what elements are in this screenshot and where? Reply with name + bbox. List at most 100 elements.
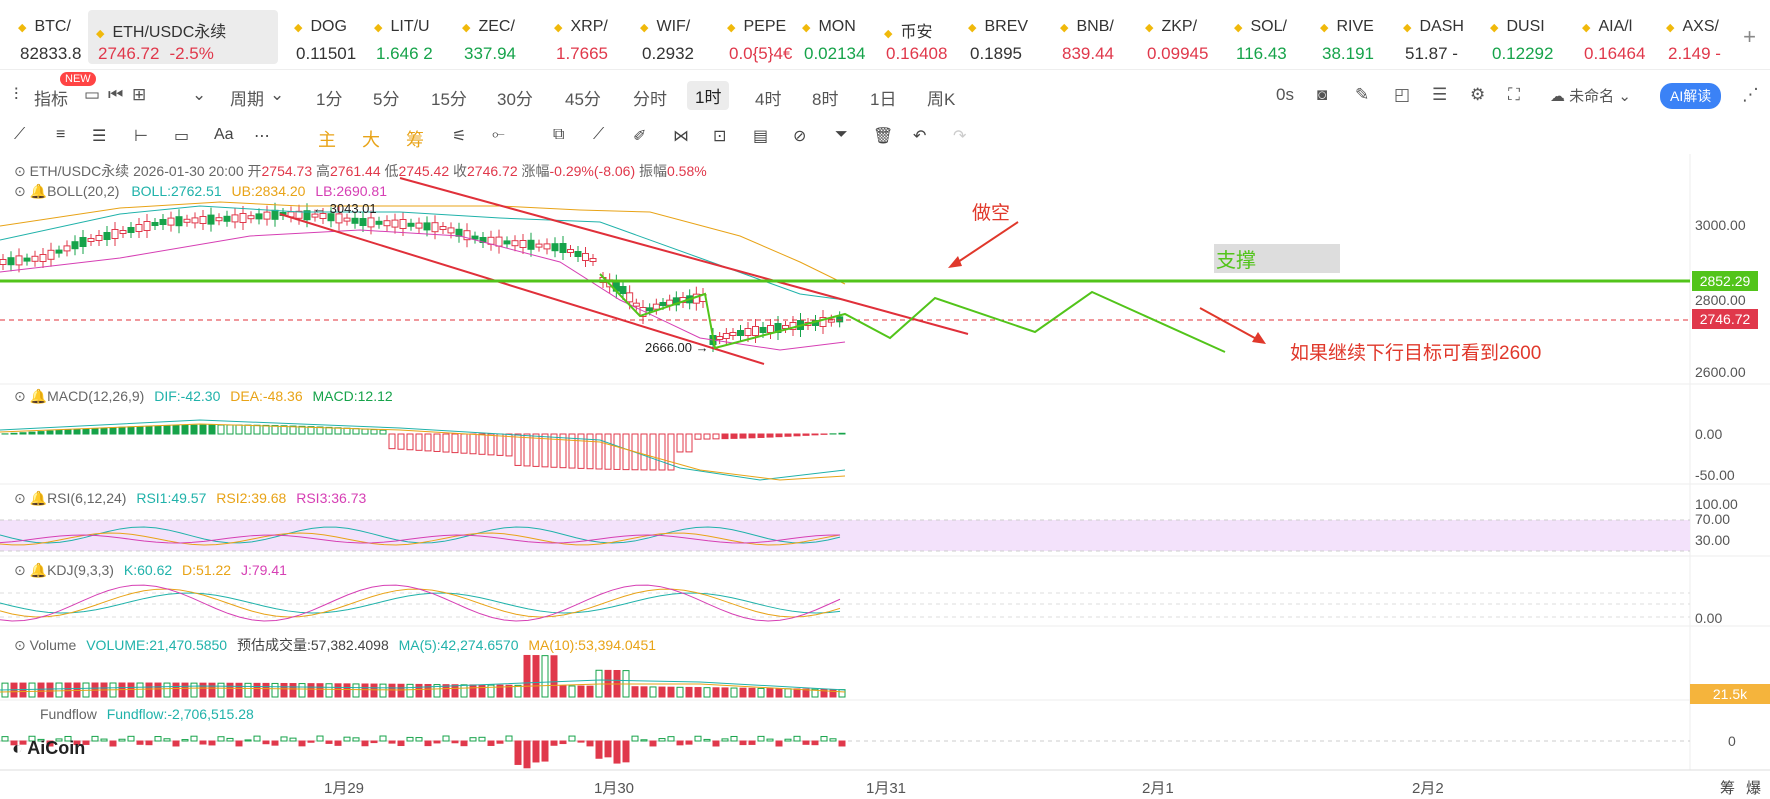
tf-1h[interactable]: 1时 bbox=[687, 81, 730, 110]
volume-bar bbox=[28, 682, 36, 698]
tf-8h[interactable]: 8时 bbox=[812, 90, 839, 109]
fullscreen-icon[interactable]: ⛶ bbox=[1508, 85, 1520, 104]
tf-15m[interactable]: 15分 bbox=[431, 90, 467, 109]
bell-icon[interactable]: 🔔 bbox=[29, 490, 48, 506]
ticker-11[interactable]: ◆ BNB/839.44 bbox=[1060, 10, 1140, 64]
ticker-7[interactable]: ◆ PEPE 0.0{5}4€ bbox=[727, 10, 797, 64]
magnet-icon[interactable]: ⋈ bbox=[673, 128, 689, 145]
ticker-13[interactable]: ◆ SOL/116.43 bbox=[1234, 10, 1314, 64]
toggle-icon[interactable]: ⊙ bbox=[14, 562, 26, 578]
candle-body bbox=[447, 227, 455, 234]
tf-4h[interactable]: 4时 bbox=[755, 90, 782, 109]
fib-icon[interactable]: ⚟ bbox=[452, 128, 467, 145]
brush-icon[interactable]: ✐ bbox=[633, 128, 647, 145]
list-icon[interactable]: ☰ bbox=[1432, 85, 1448, 104]
bell-icon[interactable]: 🔔 bbox=[29, 388, 48, 404]
edit-icon[interactable]: ▤ bbox=[753, 128, 769, 145]
tf-timeline[interactable]: 分时 bbox=[633, 90, 667, 109]
measure-icon[interactable]: ⟜ bbox=[492, 126, 505, 143]
ticker-18[interactable]: ◆ AXS/2.149 - bbox=[1666, 10, 1751, 64]
chevron-down-icon[interactable]: ⌄ bbox=[270, 85, 285, 104]
ticker-16[interactable]: ◆ DUSI 0.12292 bbox=[1490, 10, 1570, 64]
link-icon[interactable]: ⊘ bbox=[793, 128, 807, 145]
ticker-6[interactable]: ◆ WIF/0.2932 bbox=[640, 10, 720, 64]
collapse-icon[interactable]: ⏮ bbox=[108, 85, 124, 104]
compare-icon[interactable]: ⊞ bbox=[132, 85, 147, 104]
more-tools-icon[interactable]: ⋯ bbox=[254, 128, 270, 145]
ticker-4[interactable]: ◆ ZEC/337.94 bbox=[462, 10, 542, 64]
bell-icon[interactable]: 🔔 bbox=[29, 562, 48, 578]
candle-body bbox=[543, 243, 551, 250]
lock-icon[interactable]: ⊡ bbox=[713, 128, 727, 145]
binance-icon: ◆ bbox=[1234, 22, 1243, 34]
pen-icon[interactable]: ✎ bbox=[1355, 85, 1370, 104]
add-ticker-icon[interactable]: + bbox=[1743, 24, 1756, 49]
tf-1d[interactable]: 1日 bbox=[870, 90, 897, 109]
volume-bar bbox=[181, 682, 189, 698]
tf-1m[interactable]: 1分 bbox=[316, 90, 343, 109]
binance-icon: ◆ bbox=[1490, 22, 1499, 34]
share-icon[interactable]: ⋰ bbox=[1742, 85, 1759, 104]
layout-icon[interactable]: ▭ bbox=[84, 85, 101, 104]
ai-interpret-button[interactable]: AI解读 bbox=[1660, 83, 1722, 109]
binance-icon: ◆ bbox=[640, 22, 649, 34]
volume-bar bbox=[172, 682, 180, 698]
ticker-2[interactable]: ◆ DOG 0.11501 bbox=[294, 10, 364, 64]
trash-icon[interactable]: 🗑 bbox=[873, 128, 894, 145]
macd-bar bbox=[352, 428, 360, 435]
ticker-1[interactable]: ◆ ETH/USDC永续 2746.72 -2.5% bbox=[88, 10, 278, 64]
text-icon[interactable]: Aa bbox=[214, 126, 234, 143]
tf-1w[interactable]: 周K bbox=[927, 90, 956, 109]
gear-icon[interactable]: ⚙ bbox=[1470, 85, 1486, 104]
ticker-0[interactable]: ◆ BTC/82833.8 bbox=[18, 10, 88, 64]
indicator-icon[interactable]: ⫶ bbox=[14, 85, 19, 104]
camera-icon[interactable]: ◙ bbox=[1317, 85, 1328, 104]
filter-icon[interactable]: ⏷ bbox=[835, 126, 848, 143]
bell-icon[interactable]: 🔔 bbox=[29, 183, 48, 199]
ticker-14[interactable]: ◆ RIVE 38.191 bbox=[1320, 10, 1400, 64]
trendline-icon[interactable]: ⟋ bbox=[14, 126, 26, 143]
ticker-price: 0.11501 bbox=[296, 44, 356, 64]
ticker-bar: ◆ BTC/82833.8 ◆ ETH/USDC永续 2746.72 -2.5% ◆ DOG 0… bbox=[0, 0, 1770, 70]
period-button[interactable]: 周期 bbox=[230, 90, 264, 109]
high-label: 高 bbox=[316, 163, 331, 179]
ruler-icon[interactable]: ⟋ bbox=[593, 126, 605, 143]
horizontal-line-icon[interactable]: ⊢ bbox=[134, 128, 148, 145]
ticker-15[interactable]: ◆ DASH 51.87 - bbox=[1403, 10, 1483, 64]
chip-button[interactable]: 筹 bbox=[406, 130, 424, 150]
undo-icon[interactable]: ↶ bbox=[913, 128, 927, 145]
toggle-icon[interactable]: ⊙ bbox=[14, 388, 26, 404]
parallel-lines-icon[interactable]: ≡ bbox=[56, 126, 66, 143]
volume-bar bbox=[397, 683, 405, 698]
macd-bar bbox=[433, 433, 441, 452]
toggle-icon[interactable]: ⊙ bbox=[14, 490, 26, 506]
ticker-3[interactable]: ◆ LIT/U 1.646 2 bbox=[374, 10, 454, 64]
channel-icon[interactable]: ☰ bbox=[92, 128, 107, 145]
toggle-icon[interactable]: ⊙ bbox=[14, 183, 26, 199]
big-order-button[interactable]: 大 bbox=[362, 130, 380, 150]
tf-45m[interactable]: 45分 bbox=[565, 90, 601, 109]
ticker-10[interactable]: ◆ BREV 0.1895 bbox=[968, 10, 1053, 64]
indicator-button[interactable]: 指标 bbox=[34, 90, 68, 109]
chevron-down-icon[interactable]: ⌄ bbox=[192, 85, 207, 104]
alert-icon[interactable]: ◰ bbox=[1394, 85, 1411, 104]
layout-name-button[interactable]: ☁ 未命名 ⌄ bbox=[1550, 88, 1631, 105]
ticker-8[interactable]: ◆ MON 0.02134 bbox=[802, 10, 882, 64]
collapse-toggle-icon[interactable]: ⊙ bbox=[14, 163, 26, 179]
price-axis-label: 3000.00 bbox=[1695, 217, 1746, 233]
chip-footer-button[interactable]: 筹 bbox=[1720, 780, 1736, 797]
tf-5m[interactable]: 5分 bbox=[373, 90, 400, 109]
redo-icon[interactable]: ↷ bbox=[953, 128, 967, 145]
ticker-name: ◆ DOG bbox=[294, 18, 347, 36]
ticker-9[interactable]: ◆ 币安 0.16408 bbox=[884, 10, 964, 64]
ticker-12[interactable]: ◆ ZKP/0.09945 bbox=[1145, 10, 1225, 64]
copy-icon[interactable]: ⧉ bbox=[553, 126, 565, 143]
toggle-icon[interactable]: ⊙ bbox=[14, 637, 26, 653]
tf-30m[interactable]: 30分 bbox=[497, 90, 533, 109]
rectangle-icon[interactable]: ▭ bbox=[174, 128, 190, 145]
ticker-5[interactable]: ◆ XRP/1.7665 bbox=[554, 10, 634, 64]
candle-body bbox=[455, 228, 463, 237]
liquidation-footer-button[interactable]: 爆 bbox=[1746, 780, 1762, 797]
ticker-17[interactable]: ◆ AIA/l 0.16464 bbox=[1582, 10, 1662, 64]
main-chip-button[interactable]: 主 bbox=[318, 130, 336, 150]
